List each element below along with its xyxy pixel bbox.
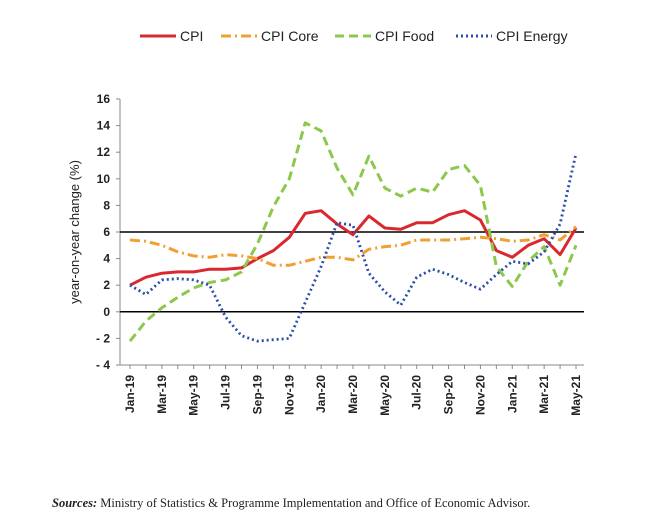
x-tick-label: Jan-20	[314, 375, 328, 413]
y-axis-title: year-on-year change (%)	[67, 160, 82, 304]
series-line-cpi-core	[129, 225, 577, 267]
plot-area: - 4 - 2 0 2 4 6 8 10 12 14 16 Jan-19 Mar-19 May-19 Jul…	[96, 92, 584, 416]
y-tick-label: 0	[103, 305, 110, 319]
y-tick-label: 14	[97, 119, 111, 133]
legend-label-cpi-food: CPI Food	[375, 28, 434, 44]
series-line-cpi	[129, 209, 578, 287]
y-tick-label: 2	[103, 278, 110, 292]
y-tick-label: 12	[97, 145, 111, 159]
x-tick-label: Nov-20	[473, 375, 487, 415]
x-tick-label: Sep-19	[250, 375, 264, 415]
source-text: Ministry of Statistics & Programme Imple…	[97, 496, 531, 510]
y-tick-label: - 2	[96, 331, 110, 345]
x-tick-label: Mar-19	[155, 375, 169, 414]
series-line-cpi-food	[128, 121, 578, 343]
x-tick-label: May-21	[569, 375, 583, 416]
x-tick-label: May-19	[187, 375, 201, 416]
legend-item-cpi-food: CPI Food	[335, 28, 434, 44]
legend-label-cpi-energy: CPI Energy	[496, 28, 568, 44]
y-tick-label: 8	[103, 198, 110, 212]
source-label: Sources:	[52, 496, 98, 510]
legend-item-cpi-energy: CPI Energy	[456, 28, 568, 44]
legend-label-cpi-core: CPI Core	[261, 28, 319, 44]
x-tick-label: Jan-19	[123, 375, 137, 413]
x-tick-label: Jan-21	[505, 375, 519, 413]
x-tick-label: May-20	[378, 375, 392, 416]
legend: CPI CPI Core CPI Food CPI Energy	[140, 28, 568, 44]
series-line-cpi-energy	[129, 153, 578, 343]
x-tick-label: Mar-21	[537, 375, 551, 414]
x-tick-label: Mar-20	[346, 375, 360, 414]
y-tick-label: 16	[97, 92, 111, 106]
y-tick-label: 6	[103, 225, 110, 239]
y-tick-label: - 4	[96, 358, 110, 372]
x-tick-label: Jul-19	[219, 375, 233, 410]
x-tick-label: Jul-20	[410, 375, 424, 410]
legend-item-cpi: CPI	[140, 28, 203, 44]
y-tick-label: 4	[103, 252, 110, 266]
x-tick-label: Nov-19	[282, 375, 296, 415]
y-tick-label: 10	[97, 172, 111, 186]
legend-item-cpi-core: CPI Core	[221, 28, 319, 44]
x-tick-label: Sep-20	[442, 375, 456, 415]
source-note: Sources: Ministry of Statistics & Progra…	[52, 496, 642, 511]
legend-label-cpi: CPI	[180, 28, 203, 44]
